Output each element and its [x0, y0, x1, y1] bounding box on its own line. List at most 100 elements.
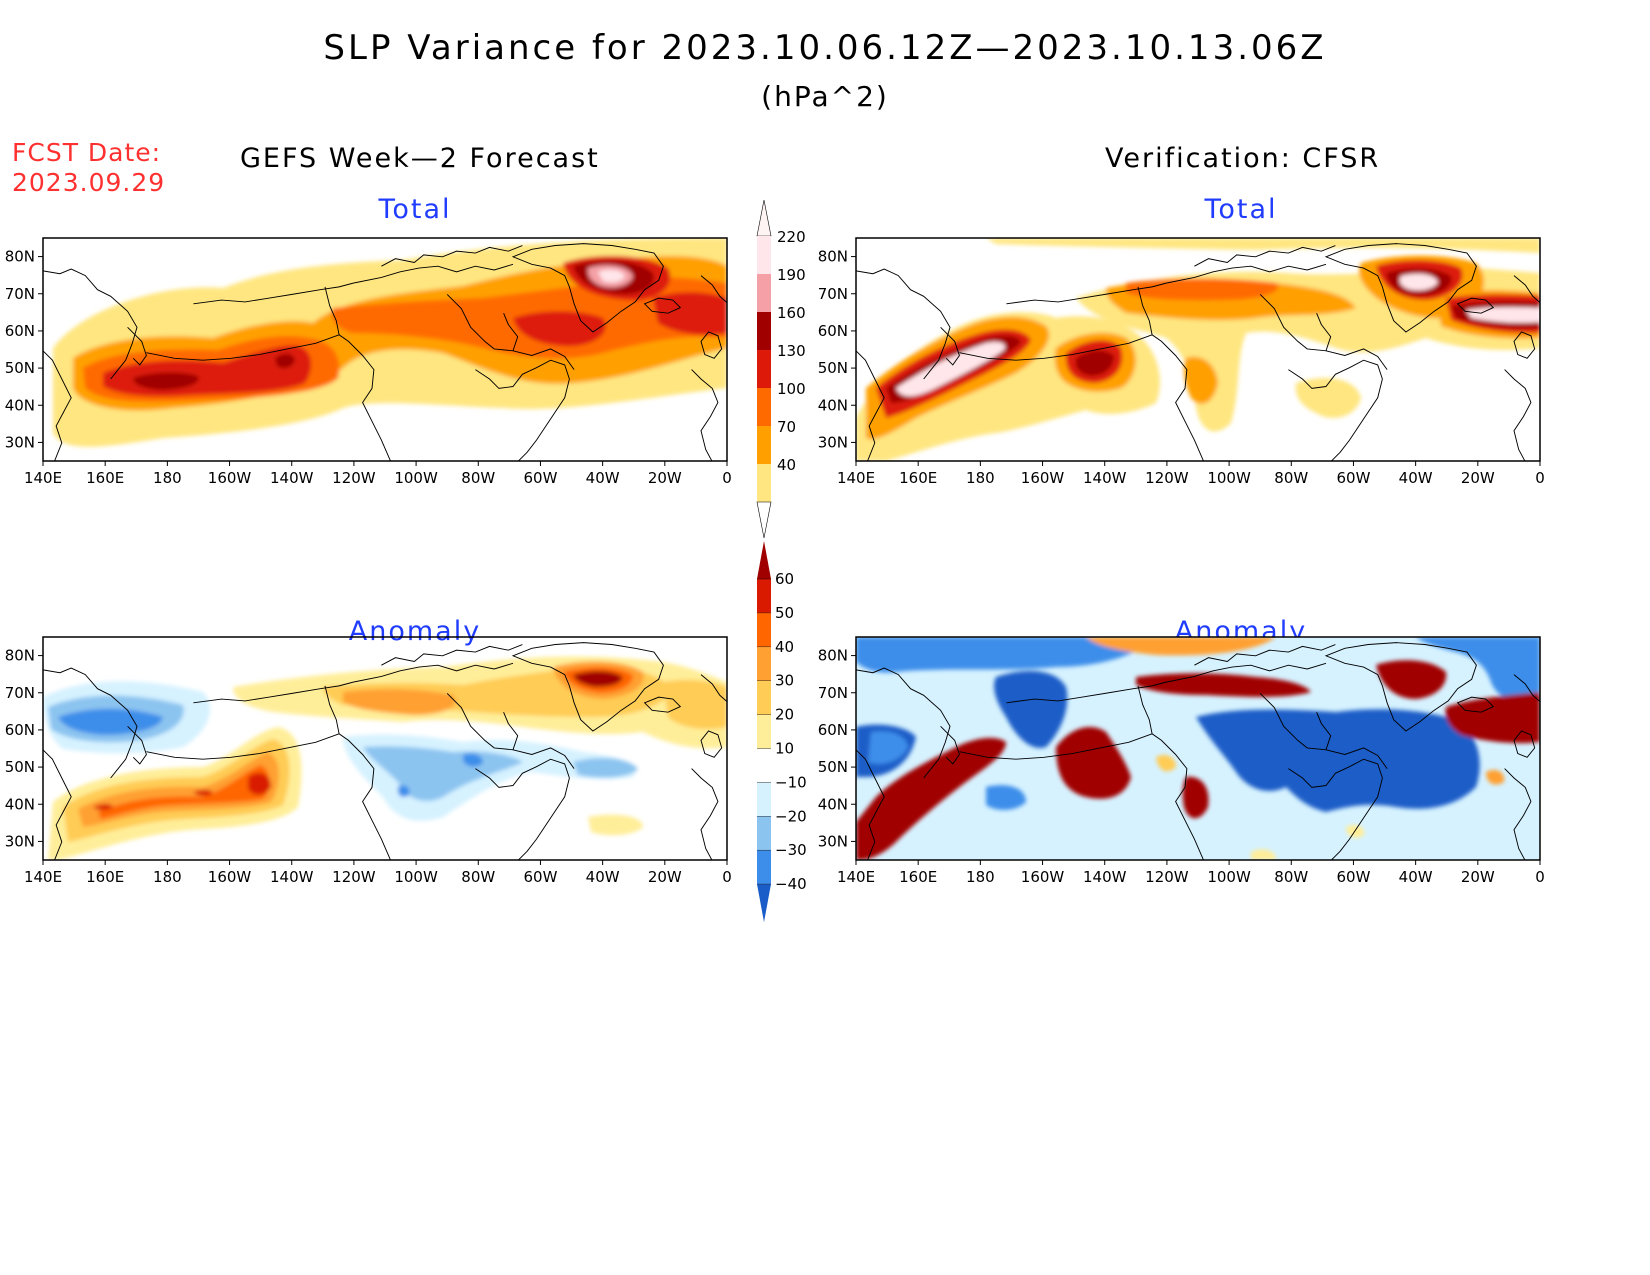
colorbar-label: 70: [777, 418, 796, 436]
colorbar-swatch: [757, 579, 771, 613]
verification-anomaly-map: [855, 636, 1541, 861]
colorbar-label: 60: [775, 570, 794, 588]
axis-labels: 140E 160E 180 160W 140W 120W 100W 80W 60W 40W 20W 0…: [5, 248, 1545, 886]
colorbar-label: 100: [777, 380, 806, 398]
forecast-anomaly-map: [42, 636, 728, 861]
y-tick-label: 70N: [818, 684, 848, 702]
colorbar-label: 160: [777, 304, 806, 322]
x-tick-label: 40W: [586, 868, 620, 886]
x-tick-label: 140W: [270, 469, 314, 487]
x-tick-label: 100W: [1207, 868, 1251, 886]
colorbar-label: 10: [775, 740, 794, 758]
fcst-date-value: 2023.09.29: [12, 168, 166, 197]
x-tick-label: 40W: [1399, 469, 1433, 487]
y-tick-label: 80N: [818, 647, 848, 665]
colorbar-label: 50: [775, 604, 794, 622]
verification-total-title: Total: [1204, 194, 1278, 225]
y-tick-label: 50N: [5, 359, 35, 377]
x-tick-label: 20W: [1461, 868, 1495, 886]
x-tick-label: 100W: [394, 469, 438, 487]
colorbar-bottom-arrow: [756, 501, 772, 539]
colorbar-swatch: [757, 748, 771, 783]
colorbar-swatch: [757, 816, 771, 851]
x-tick-label: 180: [153, 469, 182, 487]
x-tick-label: 60W: [523, 469, 557, 487]
colorbar-swatch: [757, 680, 771, 715]
colorbar-label: −10: [775, 773, 807, 791]
x-tick-label: 120W: [1145, 868, 1189, 886]
y-tick-label: 50N: [5, 758, 35, 776]
colorbar-label: −30: [775, 841, 807, 859]
x-tick-label: 120W: [1145, 469, 1189, 487]
x-tick-label: 0: [1535, 868, 1545, 886]
y-tick-label: 70N: [818, 285, 848, 303]
colorbar-swatch: [757, 388, 771, 426]
x-tick-label: 160W: [1021, 469, 1065, 487]
colorbar-label: 190: [777, 266, 806, 284]
x-tick-label: 160E: [899, 469, 937, 487]
x-tick-label: 80W: [461, 469, 495, 487]
colorbar-label: −20: [775, 807, 807, 825]
units-label: (hPa^2): [761, 80, 889, 113]
x-tick-label: 20W: [1461, 469, 1495, 487]
colorbar-top-arrow: [757, 541, 771, 579]
x-tick-label: 20W: [648, 469, 682, 487]
x-tick-label: 160W: [208, 469, 252, 487]
forecast-total-title: Total: [378, 194, 452, 225]
x-tick-label: 120W: [332, 469, 376, 487]
y-tick-label: 70N: [5, 684, 35, 702]
y-tick-label: 60N: [818, 322, 848, 340]
x-tick-label: 40W: [586, 469, 620, 487]
y-tick-label: 80N: [818, 248, 848, 266]
x-tick-label: 140W: [270, 868, 314, 886]
fcst-date-label: FCST Date:: [12, 138, 162, 167]
x-tick-label: 140E: [837, 868, 875, 886]
x-tick-label: 160W: [208, 868, 252, 886]
y-tick-label: 40N: [818, 795, 848, 813]
x-tick-label: 100W: [1207, 469, 1251, 487]
colorbar-label: 220: [777, 228, 806, 246]
x-tick-label: 60W: [1336, 469, 1370, 487]
x-tick-label: 60W: [1336, 868, 1370, 886]
x-tick-label: 120W: [332, 868, 376, 886]
colorbar-swatch: [757, 612, 771, 647]
x-tick-label: 40W: [1399, 868, 1433, 886]
x-tick-label: 80W: [1274, 868, 1308, 886]
colorbar-bottom-arrow: [757, 884, 771, 923]
colorbar-label: 20: [775, 706, 794, 724]
colorbar-swatch: [757, 464, 771, 502]
colorbar-swatch: [757, 850, 771, 885]
y-tick-label: 50N: [818, 359, 848, 377]
anomaly-colorbar: 60 50 40 30 20 10 −10 −20 −30 −40: [757, 541, 807, 923]
x-tick-label: 0: [722, 469, 732, 487]
y-tick-label: 80N: [5, 647, 35, 665]
colorbar-swatch: [757, 782, 771, 817]
colorbar-swatch: [757, 350, 771, 388]
x-tick-label: 20W: [648, 868, 682, 886]
x-tick-label: 100W: [394, 868, 438, 886]
x-tick-label: 140E: [24, 868, 62, 886]
colorbar-label: 30: [775, 672, 794, 690]
y-tick-label: 60N: [5, 721, 35, 739]
y-tick-label: 40N: [5, 396, 35, 414]
x-tick-label: 140E: [837, 469, 875, 487]
x-tick-label: 60W: [523, 868, 557, 886]
verification-header: Verification: CFSR: [1105, 143, 1381, 174]
verification-total-map: [855, 237, 1541, 462]
x-tick-label: 180: [153, 868, 182, 886]
x-tick-label: 140W: [1083, 469, 1127, 487]
colorbar-label: 40: [775, 638, 794, 656]
y-tick-label: 30N: [818, 832, 848, 850]
y-tick-label: 80N: [5, 248, 35, 266]
x-tick-label: 0: [1535, 469, 1545, 487]
colorbar-label: 130: [777, 342, 806, 360]
total-colorbar: 220 190 160 130 100 70 40: [756, 199, 806, 539]
forecast-header: GEFS Week—2 Forecast: [240, 143, 600, 174]
y-tick-label: 30N: [5, 433, 35, 451]
x-tick-label: 140W: [1083, 868, 1127, 886]
x-tick-label: 160E: [899, 868, 937, 886]
colorbar-swatch: [757, 274, 771, 312]
colorbar-swatch: [757, 236, 771, 274]
y-tick-label: 40N: [818, 396, 848, 414]
y-tick-label: 50N: [818, 758, 848, 776]
